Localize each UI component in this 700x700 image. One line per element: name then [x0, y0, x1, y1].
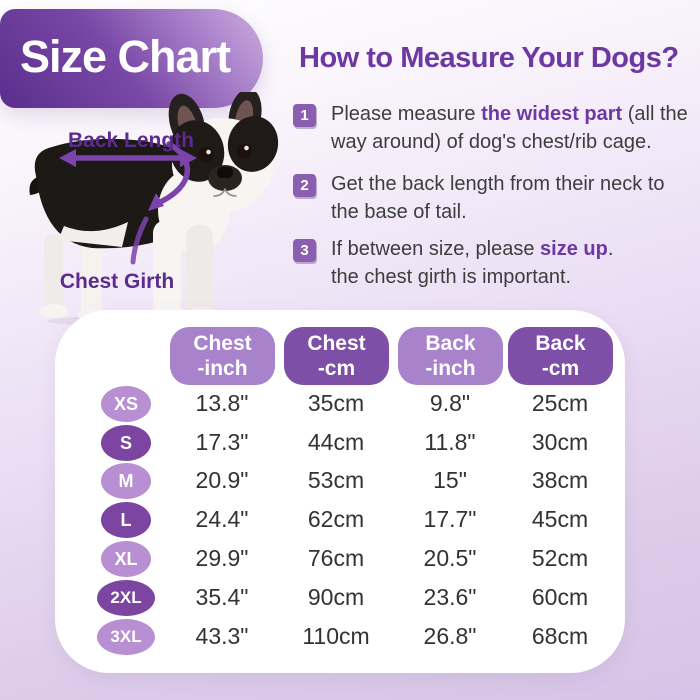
size-badge-s: S — [101, 425, 151, 461]
size-badge-3xl: 3XL — [97, 619, 155, 655]
cell-back-inch: 17.7" — [423, 506, 477, 532]
step-1-line2: way around) of dog's chest/rib cage. — [331, 131, 652, 153]
size-badge-m: M — [101, 463, 151, 499]
step-1-badge: 1 — [293, 104, 316, 127]
header-line: Chest — [307, 332, 366, 355]
step-3-text-part: If between size, please — [331, 238, 541, 260]
cell-chest-cm: 62cm — [307, 506, 365, 532]
step-2-line2: the base of tail. — [331, 201, 467, 223]
cell-back-inch: 15" — [433, 467, 467, 493]
step-2-badge: 2 — [293, 174, 316, 197]
cell-back-cm: 60cm — [531, 584, 589, 610]
cell-chest-cm: 35cm — [307, 390, 365, 416]
cell-back-cm: 68cm — [531, 623, 589, 649]
cell-chest-inch: 29.9" — [195, 545, 249, 571]
cell-chest-inch: 17.3" — [195, 429, 249, 455]
step-2-text-part: Get the back length from their neck to — [331, 173, 665, 195]
table-row: 2XL 35.4" 90cm 23.6" 60cm — [55, 579, 625, 617]
cell-back-cm: 38cm — [531, 467, 589, 493]
column-header-back-inch: Back -inch — [398, 327, 503, 385]
step-3-line2: the chest girth is important. — [331, 266, 572, 288]
cell-chest-inch: 24.4" — [195, 506, 249, 532]
size-badge-xs: XS — [101, 386, 151, 422]
cell-chest-cm: 76cm — [307, 545, 365, 571]
how-to-measure-heading: How to Measure Your Dogs? — [299, 42, 679, 74]
cell-back-inch: 23.6" — [423, 584, 477, 610]
cell-chest-inch: 13.8" — [195, 390, 249, 416]
table-row: XS 13.8" 35cm 9.8" 25cm — [55, 385, 625, 423]
step-1-text-part: (all the — [622, 103, 688, 125]
table-row: 3XL 43.3" 110cm 26.8" 68cm — [55, 618, 625, 656]
cell-chest-inch: 35.4" — [195, 584, 249, 610]
cell-chest-cm: 44cm — [307, 429, 365, 455]
chest-girth-label: Chest Girth — [59, 270, 175, 293]
header-line: -inch — [425, 357, 476, 380]
cell-back-inch: 26.8" — [423, 623, 477, 649]
step-3-highlight: size up — [540, 238, 608, 260]
cell-back-cm: 25cm — [531, 390, 589, 416]
size-chart-banner: Size Chart — [0, 9, 263, 108]
header-line: -cm — [541, 357, 580, 380]
size-badge-xl: XL — [101, 541, 151, 577]
table-row: M 20.9" 53cm 15" 38cm — [55, 462, 625, 500]
cell-chest-inch: 43.3" — [195, 623, 249, 649]
cell-chest-cm: 53cm — [307, 467, 365, 493]
cell-back-inch: 9.8" — [429, 390, 471, 416]
cell-back-cm: 52cm — [531, 545, 589, 571]
chest-girth-arrow-icon — [130, 141, 191, 265]
cell-chest-cm: 90cm — [307, 584, 365, 610]
column-header-chest-inch: Chest -inch — [170, 327, 275, 385]
cell-back-inch: 20.5" — [423, 545, 477, 571]
cell-chest-inch: 20.9" — [195, 467, 249, 493]
step-3-badge: 3 — [293, 239, 316, 262]
step-3-text-part: . — [607, 238, 614, 260]
cell-back-inch: 11.8" — [424, 429, 476, 455]
header-line: Chest — [193, 332, 252, 355]
header-line: Back — [535, 332, 586, 355]
table-row: XL 29.9" 76cm 20.5" 52cm — [55, 540, 625, 578]
table-row: S 17.3" 44cm 11.8" 30cm — [55, 424, 625, 462]
step-1-highlight: the widest part — [481, 103, 623, 125]
header-line: Back — [425, 332, 476, 355]
table-row: L 24.4" 62cm 17.7" 45cm — [55, 501, 625, 539]
step-1-text: Please measure the widest part (all the … — [331, 100, 700, 156]
size-badge-2xl: 2XL — [97, 580, 155, 616]
cell-back-cm: 45cm — [531, 506, 589, 532]
cell-chest-cm: 110cm — [302, 623, 370, 649]
cell-back-cm: 30cm — [531, 429, 589, 455]
size-table-card: Chest -inch Chest -cm Back -inch Back -c… — [55, 310, 625, 673]
back-length-label: Back Length — [67, 129, 195, 152]
header-line: -inch — [197, 357, 248, 380]
page-title: Size Chart — [20, 30, 231, 82]
step-1-text-part: Please measure — [331, 103, 482, 125]
column-header-chest-cm: Chest -cm — [284, 327, 389, 385]
size-badge-l: L — [101, 502, 151, 538]
header-line: -cm — [317, 357, 356, 380]
back-length-arrow-icon — [59, 149, 197, 167]
step-3-text: If between size, please size up. the che… — [331, 235, 700, 291]
step-2-text: Get the back length from their neck to t… — [331, 170, 700, 226]
column-header-back-cm: Back -cm — [508, 327, 613, 385]
